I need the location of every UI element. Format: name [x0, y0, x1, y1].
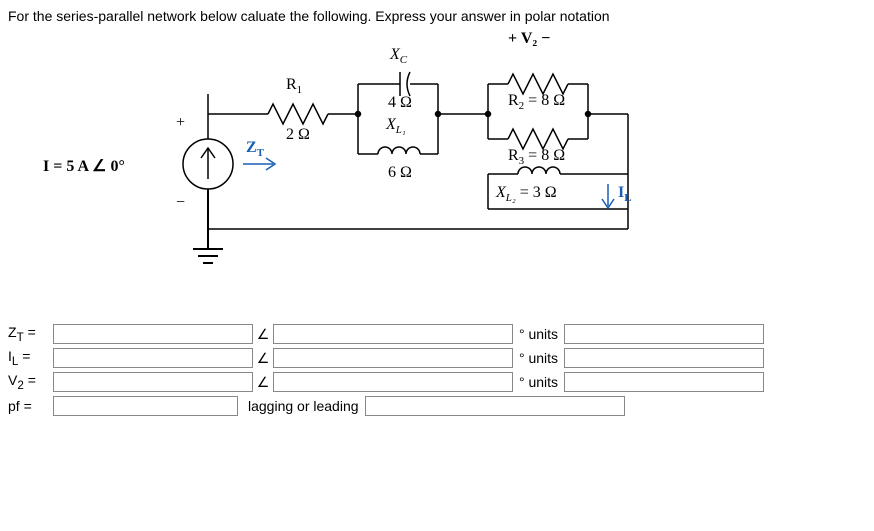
minus-label: − — [176, 194, 185, 212]
row-v2: V2 = ∠ ° units — [8, 372, 866, 392]
r2-label: R2 = 8 Ω — [508, 92, 565, 112]
r1-label: R1 — [286, 76, 302, 96]
r3-label: R3 = 8 Ω — [508, 147, 565, 167]
laglead-label: lagging or leading — [238, 398, 365, 414]
circuit-diagram: + − I = 5 A ∠ 0° R1 2 Ω XC 4 Ω XL₁ 6 Ω +… — [138, 34, 758, 294]
question-text: For the series-parallel network below ca… — [8, 8, 866, 24]
row-pf: pf = lagging or leading — [8, 396, 866, 416]
row-il: IL = ∠ ° units — [8, 348, 866, 368]
pf-row-label: pf = — [8, 398, 53, 414]
xc-value: 4 Ω — [388, 94, 412, 112]
pf-value-input[interactable] — [53, 396, 238, 416]
angle-symbol: ∠ — [253, 374, 273, 391]
xl1-value: 6 Ω — [388, 164, 412, 182]
v2-units-input[interactable] — [564, 372, 764, 392]
r1-value: 2 Ω — [286, 126, 310, 144]
v2-magnitude-input[interactable] — [53, 372, 253, 392]
xc-label: XC — [390, 46, 407, 66]
zt-angle-input[interactable] — [273, 324, 513, 344]
il-angle-input[interactable] — [273, 348, 513, 368]
angle-symbol: ∠ — [253, 350, 273, 367]
xl1-label: XL₁ — [386, 116, 406, 136]
il-magnitude-input[interactable] — [53, 348, 253, 368]
v2-angle-input[interactable] — [273, 372, 513, 392]
source-label: I = 5 A ∠ 0° — [43, 156, 125, 176]
v2-label: + V₂ − — [508, 30, 550, 48]
row-zt: ZT = ∠ ° units — [8, 324, 866, 344]
xl2-label: XL₂ = 3 Ω — [496, 184, 557, 204]
angle-symbol: ∠ — [253, 326, 273, 343]
units-label: ° units — [513, 374, 564, 390]
il-units-input[interactable] — [564, 348, 764, 368]
il-label: IL — [618, 184, 632, 204]
v2-row-label: V2 = — [8, 372, 53, 392]
units-label: ° units — [513, 326, 564, 342]
circuit-svg — [138, 34, 758, 294]
zt-units-input[interactable] — [564, 324, 764, 344]
il-row-label: IL = — [8, 348, 53, 368]
pf-laglead-input[interactable] — [365, 396, 625, 416]
zt-label: ZT — [246, 139, 264, 159]
zt-row-label: ZT = — [8, 324, 53, 344]
answer-block: ZT = ∠ ° units IL = ∠ ° units V2 = ∠ ° u… — [8, 324, 866, 416]
plus-label: + — [176, 114, 185, 132]
units-label: ° units — [513, 350, 564, 366]
zt-magnitude-input[interactable] — [53, 324, 253, 344]
